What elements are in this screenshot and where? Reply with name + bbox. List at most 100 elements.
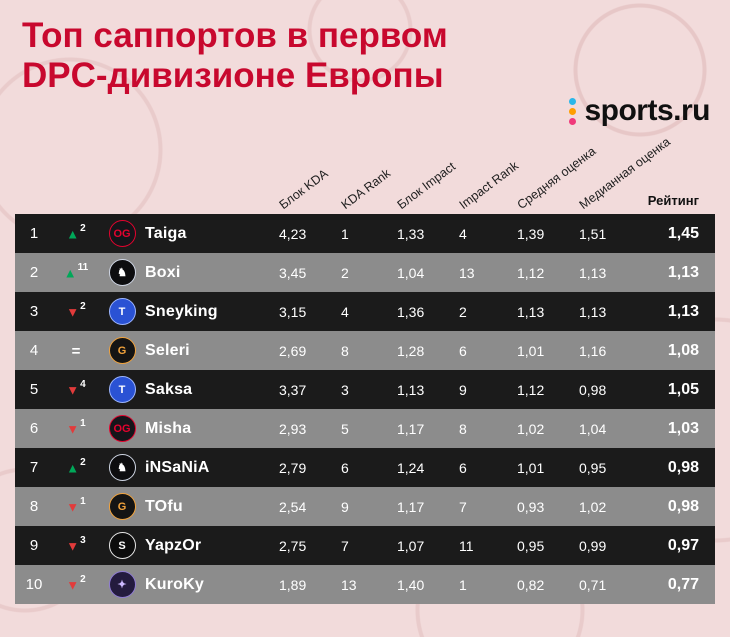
rank-change-value: 1 [80, 418, 86, 430]
impact-rank-value: 11 [459, 537, 474, 554]
kda-rank-value: 13 [341, 576, 357, 593]
median-score-value: 0,71 [579, 576, 607, 593]
avg-score-value: 0,93 [517, 498, 545, 515]
avg-score-value: 1,12 [517, 381, 545, 398]
team-logo-icon: ♞ [108, 259, 136, 286]
kda-value: 2,93 [279, 420, 307, 437]
team-logo: G [99, 337, 145, 364]
rank: 4 [29, 342, 39, 359]
kda-value: 2,54 [279, 498, 307, 515]
header-impact-rank: Impact Rank [457, 122, 521, 214]
rank-change: = [53, 343, 99, 359]
header-median: Медианная оценка [577, 122, 673, 214]
header-spacer-rank [15, 122, 53, 214]
kda-rank-value: 6 [341, 459, 349, 476]
team-logo-icon: T [108, 376, 136, 403]
rank: 6 [29, 420, 39, 437]
table-row: 3 ▼2 T Sneyking 3,15 4 1,36 2 1,13 1,13 … [15, 292, 715, 331]
impact-rank-value: 6 [459, 459, 467, 476]
impact-value: 1,33 [397, 225, 425, 242]
rank-change: ▲11 [53, 262, 99, 281]
avg-score-value: 1,13 [517, 303, 545, 320]
team-logo: ♞ [99, 454, 145, 481]
team-logo-icon: ♞ [108, 454, 136, 481]
kda-rank-value: 9 [341, 498, 349, 515]
page-title: Топ саппортов в первом DPC-дивизионе Евро… [22, 16, 730, 95]
avg-score-value: 0,95 [517, 537, 545, 554]
table-row: 1 ▲2 OG Taiga 4,23 1 1,33 4 1,39 1,51 1,… [15, 214, 715, 253]
rank-change: ▼1 [53, 496, 99, 515]
header-kda-rank-label: KDA Rank [338, 166, 394, 212]
avg-score-value: 1,12 [517, 264, 545, 281]
median-score-value: 0,98 [579, 381, 607, 398]
avg-score-value: 1,01 [517, 459, 545, 476]
team-logo: OG [99, 220, 145, 247]
rank-change-value: 2 [80, 223, 86, 235]
rank: 2 [29, 264, 39, 281]
median-score-value: 1,13 [579, 303, 607, 320]
player-name: Seleri [145, 341, 190, 359]
team-logo: OG [99, 415, 145, 442]
header-impact-rank-label: Impact Rank [456, 158, 522, 212]
impact-rank-value: 1 [459, 576, 467, 593]
impact-value: 1,07 [397, 537, 425, 554]
kda-value: 3,15 [279, 303, 307, 320]
player-name: KuroKy [145, 575, 204, 593]
impact-rank-value: 2 [459, 303, 467, 320]
sportsru-logo: sports.ru [569, 94, 710, 128]
impact-value: 1,17 [397, 498, 425, 515]
table-row: 7 ▲2 ♞ iNSaNiA 2,79 6 1,24 6 1,01 0,95 0… [15, 448, 715, 487]
impact-rank-value: 13 [459, 264, 475, 281]
header-kda-label: Блок KDA [276, 166, 331, 212]
kda-value: 2,75 [279, 537, 307, 554]
table-row: 5 ▼4 T Saksa 3,37 3 1,13 9 1,12 0,98 1,0… [15, 370, 715, 409]
header-kda: Блок KDA [277, 122, 339, 214]
avg-score-value: 1,39 [517, 225, 545, 242]
rating-value: 0,77 [667, 575, 699, 593]
team-logo: ✦ [99, 571, 145, 598]
player-name: TOfu [145, 497, 183, 515]
header-kda-rank: KDA Rank [339, 122, 395, 214]
rank-change: ▼1 [53, 418, 99, 437]
impact-rank-value: 4 [459, 225, 467, 242]
player-name: YapzOr [145, 536, 202, 554]
player-name: Boxi [145, 263, 181, 281]
kda-value: 1,89 [279, 576, 307, 593]
player-name: Taiga [145, 224, 187, 242]
infographic: Топ саппортов в первом DPC-дивизионе Евро… [0, 16, 730, 604]
rating-value: 1,13 [667, 302, 699, 320]
kda-value: 2,69 [279, 342, 307, 359]
rank-change-icon: ▼ [66, 499, 80, 515]
team-logo-icon: G [108, 493, 136, 520]
kda-value: 2,79 [279, 459, 307, 476]
kda-rank-value: 4 [341, 303, 349, 320]
rank: 3 [29, 303, 39, 320]
team-logo: ♞ [99, 259, 145, 286]
rank: 7 [29, 459, 39, 476]
team-logo: S [99, 532, 145, 559]
team-logo-icon: T [108, 298, 136, 325]
rank-change: ▲2 [53, 223, 99, 242]
kda-rank-value: 8 [341, 342, 349, 359]
avg-score-value: 1,02 [517, 420, 545, 437]
kda-rank-value: 5 [341, 420, 349, 437]
rank-change: ▲2 [53, 457, 99, 476]
rank-change-icon: ▼ [66, 421, 80, 437]
sportsru-dots-icon [569, 97, 577, 125]
rank: 1 [29, 225, 39, 242]
impact-rank-value: 9 [459, 381, 467, 398]
rank-change-icon: ▼ [66, 304, 80, 320]
rank-change-value: 2 [80, 574, 86, 586]
kda-value: 3,45 [279, 264, 307, 281]
impact-value: 1,36 [397, 303, 425, 320]
team-logo: T [99, 376, 145, 403]
rating-value: 1,45 [667, 224, 699, 242]
table-row: 2 ▲11 ♞ Boxi 3,45 2 1,04 13 1,12 1,13 1,… [15, 253, 715, 292]
rating-value: 1,08 [667, 341, 699, 359]
avg-score-value: 1,01 [517, 342, 545, 359]
table-row: 9 ▼3 S YapzOr 2,75 7 1,07 11 0,95 0,99 0… [15, 526, 715, 565]
rank: 10 [25, 576, 43, 593]
median-score-value: 1,16 [579, 342, 607, 359]
kda-rank-value: 1 [341, 225, 349, 242]
rating-value: 1,05 [667, 380, 699, 398]
